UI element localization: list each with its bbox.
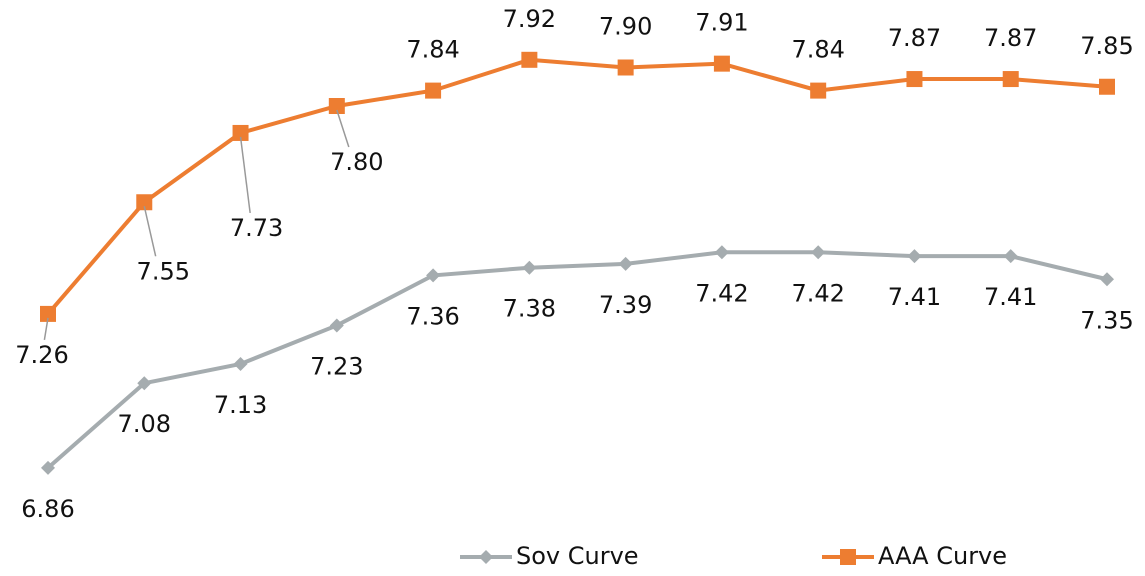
marker bbox=[1003, 249, 1018, 264]
marker bbox=[521, 51, 538, 68]
data-label: 7.41 bbox=[888, 283, 941, 311]
data-label: 7.38 bbox=[503, 295, 556, 323]
data-label: 7.08 bbox=[118, 410, 171, 438]
data-label: 7.55 bbox=[137, 257, 190, 285]
data-label: 6.86 bbox=[21, 495, 74, 523]
marker bbox=[522, 260, 537, 275]
data-label: 7.84 bbox=[406, 36, 459, 64]
marker bbox=[329, 318, 344, 333]
marker bbox=[137, 376, 152, 391]
leader-line bbox=[336, 109, 350, 148]
leader-line bbox=[143, 206, 157, 257]
data-label: 7.39 bbox=[599, 291, 652, 319]
data-label: 7.87 bbox=[984, 24, 1037, 52]
data-label: 7.73 bbox=[230, 214, 283, 242]
marker bbox=[425, 82, 442, 99]
data-label: 7.84 bbox=[791, 36, 844, 64]
marker bbox=[232, 124, 249, 141]
marker bbox=[328, 98, 345, 114]
data-label: 7.91 bbox=[695, 9, 748, 37]
data-label: 7.41 bbox=[984, 283, 1037, 311]
data-label: 7.26 bbox=[15, 341, 68, 369]
data-label: 7.42 bbox=[695, 279, 748, 307]
marker bbox=[136, 194, 153, 211]
data-label: 7.42 bbox=[791, 279, 844, 307]
marker bbox=[1100, 272, 1114, 287]
marker bbox=[618, 256, 633, 271]
data-label: 7.80 bbox=[330, 148, 383, 176]
marker bbox=[1099, 78, 1115, 95]
legend-marker bbox=[840, 549, 856, 565]
data-label: 7.85 bbox=[1080, 32, 1133, 60]
series-line bbox=[46, 250, 1108, 470]
series-line bbox=[46, 57, 1108, 316]
marker bbox=[1002, 71, 1019, 88]
data-label: 7.92 bbox=[503, 5, 556, 33]
marker bbox=[714, 245, 729, 260]
data-label: 7.36 bbox=[406, 302, 459, 330]
marker bbox=[233, 356, 248, 371]
marker bbox=[906, 71, 923, 88]
marker bbox=[41, 460, 55, 475]
legend-label: AAA Curve bbox=[878, 542, 1007, 570]
marker bbox=[811, 245, 826, 260]
data-label: 7.13 bbox=[214, 391, 267, 419]
leader-line bbox=[43, 317, 49, 341]
legend-label: Sov Curve bbox=[516, 542, 639, 570]
leader-line bbox=[239, 136, 251, 214]
marker bbox=[426, 268, 441, 283]
marker bbox=[40, 305, 56, 322]
data-label: 7.87 bbox=[888, 24, 941, 52]
data-label: 7.35 bbox=[1080, 306, 1133, 334]
legend-marker bbox=[479, 550, 493, 564]
marker bbox=[713, 55, 730, 72]
marker bbox=[617, 59, 634, 76]
data-label: 7.90 bbox=[599, 13, 652, 41]
data-label: 7.23 bbox=[310, 352, 363, 380]
marker bbox=[810, 82, 827, 99]
marker bbox=[907, 249, 922, 264]
